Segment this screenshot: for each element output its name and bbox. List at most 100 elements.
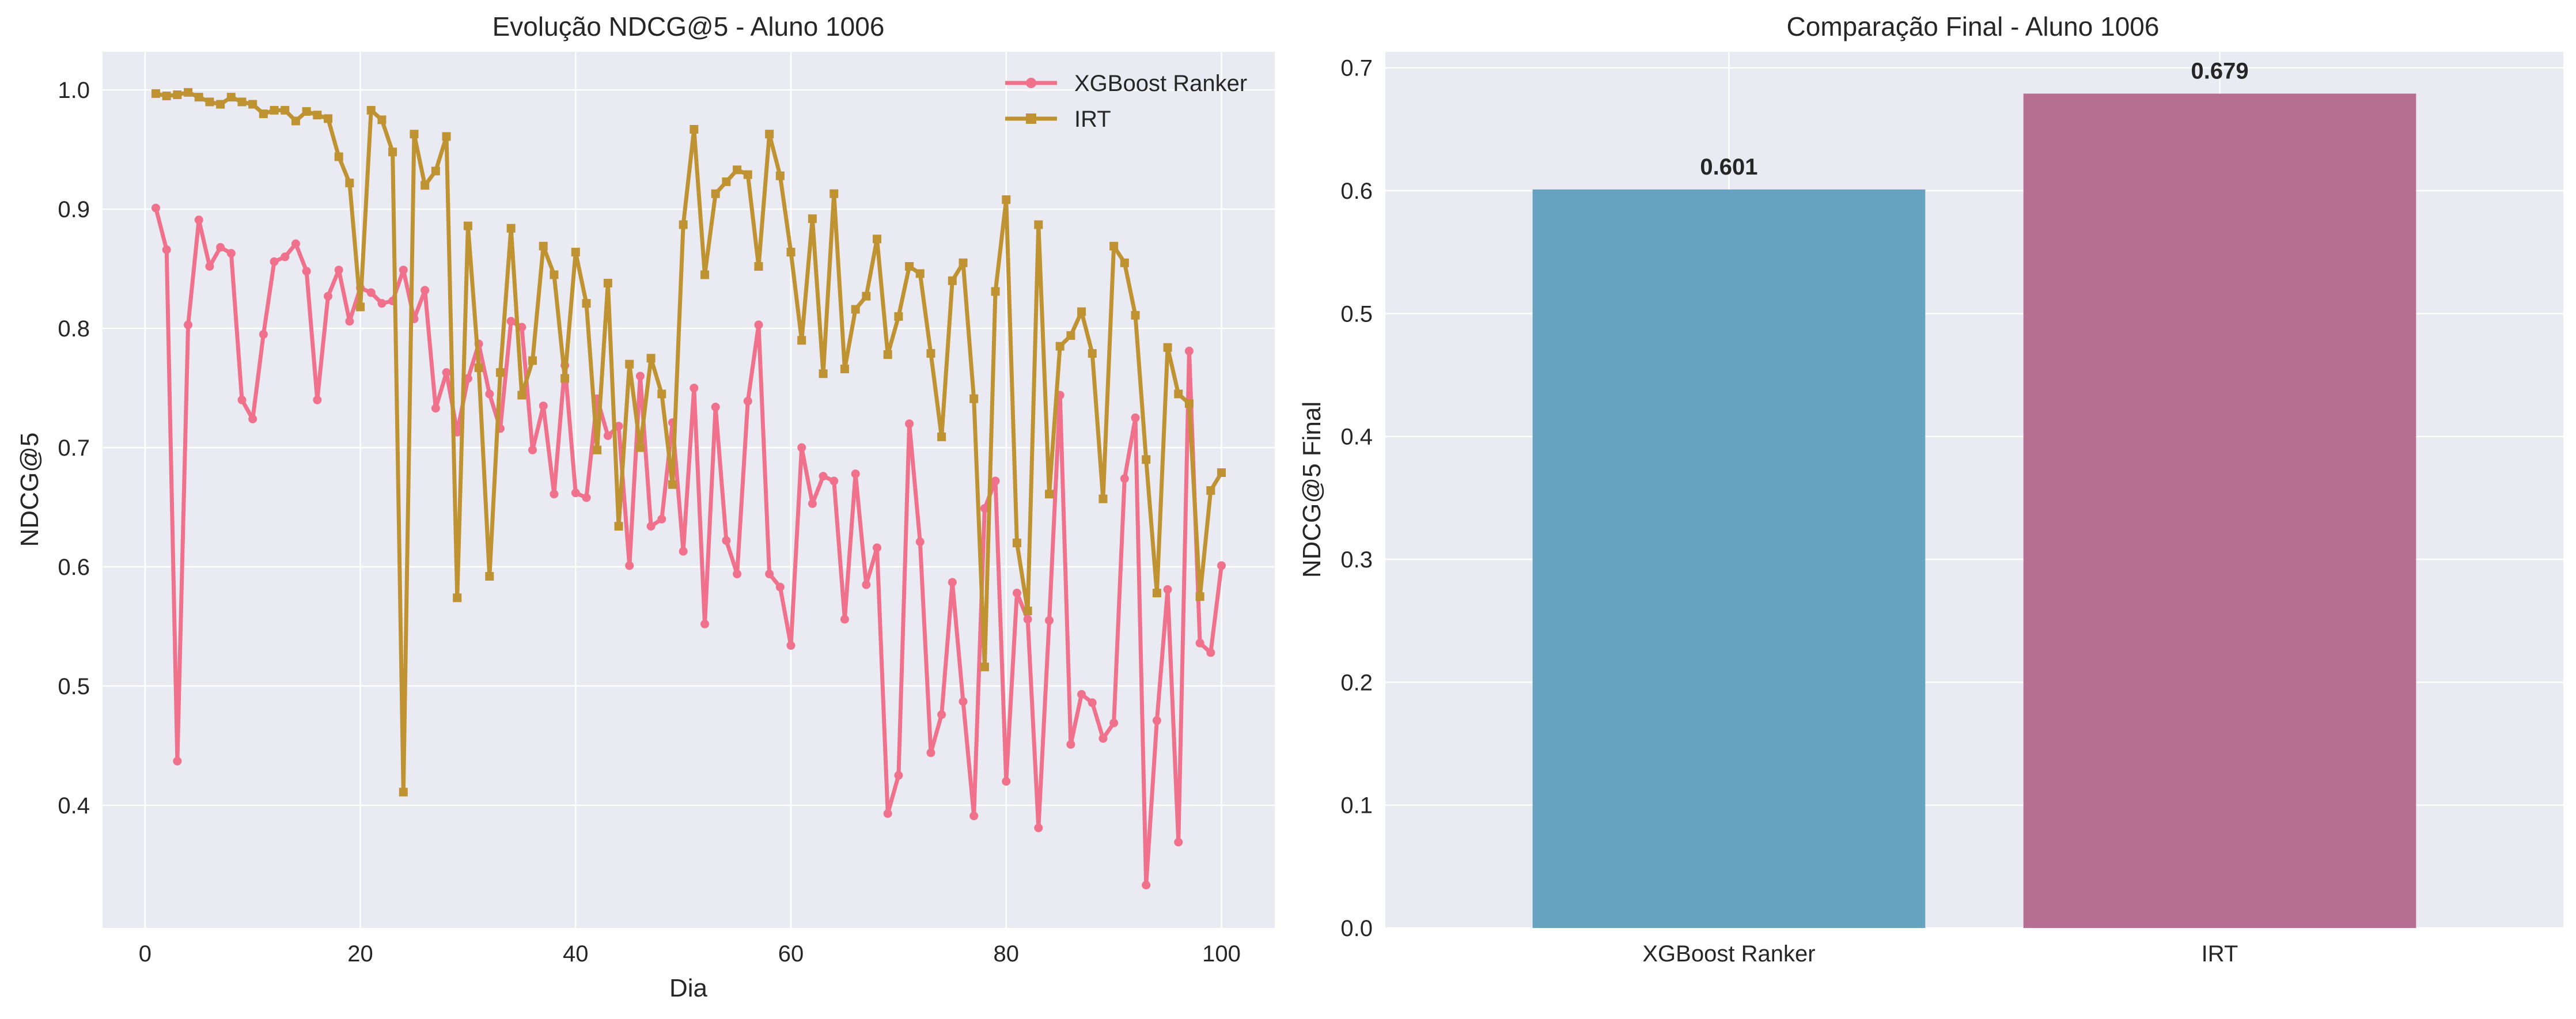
irt-point <box>485 572 494 581</box>
xgboost-point <box>679 547 688 556</box>
xgboost-point <box>1034 823 1043 832</box>
irt-point <box>1098 494 1108 503</box>
line-y-tick-label: 0.7 <box>58 435 90 461</box>
legend-xgboost-marker <box>1026 78 1036 88</box>
xgboost-point <box>431 404 440 413</box>
xgboost-point <box>226 249 236 258</box>
xgboost-point <box>571 488 580 498</box>
irt-point <box>1045 490 1054 499</box>
xgboost-point <box>463 374 472 383</box>
xgboost-point <box>1002 776 1011 786</box>
xgboost-point <box>754 320 763 329</box>
xgboost-point <box>786 641 795 650</box>
xgboost-point <box>506 317 516 326</box>
bar-chart-title: Comparação Final - Aluno 1006 <box>1787 12 2160 41</box>
line-y-tick-label: 0.4 <box>58 793 90 819</box>
irt-point <box>905 262 914 271</box>
irt-point <box>162 92 171 101</box>
line-y-tick-labels: 0.4 0.5 0.6 0.7 0.8 0.9 1.0 <box>58 78 90 819</box>
line-legend: XGBoost Ranker IRT <box>1005 71 1247 132</box>
xgboost-point <box>1077 690 1086 699</box>
bar-y-tick-label: 0.2 <box>1340 670 1373 695</box>
xgboost-point <box>1012 589 1021 598</box>
irt-point <box>603 278 612 287</box>
irt-point <box>959 258 968 267</box>
irt-point <box>1131 310 1140 320</box>
irt-point <box>1012 539 1021 548</box>
bar-y-tick-label: 0.4 <box>1340 425 1373 450</box>
legend-irt-marker <box>1026 113 1036 124</box>
irt-point <box>237 97 247 107</box>
xgboost-point <box>313 395 322 404</box>
bar-value-label: 0.601 <box>1700 154 1757 180</box>
line-y-tick-label: 0.9 <box>58 197 90 222</box>
xgboost-point <box>1088 698 1097 707</box>
irt-point <box>969 394 979 403</box>
irt-point <box>216 100 225 109</box>
irt-point <box>226 93 236 102</box>
irt-point <box>873 234 882 244</box>
irt-point <box>614 522 623 531</box>
xgboost-point <box>517 323 526 332</box>
xgboost-point <box>948 578 957 587</box>
irt-point <box>1055 342 1065 351</box>
irt-point <box>1023 607 1032 616</box>
irt-point <box>657 389 666 399</box>
bar-xgboost <box>1532 189 1926 928</box>
irt-point <box>1174 389 1183 399</box>
irt-point <box>506 224 516 233</box>
line-y-tick-label: 0.6 <box>58 555 90 580</box>
irt-point <box>474 363 483 372</box>
xgboost-point <box>539 401 548 411</box>
xgboost-point <box>1098 734 1108 743</box>
irt-point <box>313 111 322 120</box>
xgboost-point <box>302 267 311 276</box>
xgboost-point <box>829 476 839 486</box>
xgboost-point <box>926 748 935 757</box>
bar-y-tick-label: 0.6 <box>1340 179 1373 204</box>
xgboost-point <box>733 569 742 578</box>
xgboost-point <box>1152 716 1161 725</box>
xgboost-point <box>1131 413 1140 422</box>
irt-point <box>345 179 354 188</box>
xgboost-point <box>657 514 666 524</box>
bar-irt <box>2023 93 2416 928</box>
irt-point <box>1109 241 1119 251</box>
xgboost-point <box>851 469 860 479</box>
line-x-tick-label: 80 <box>994 941 1020 967</box>
xgboost-point <box>894 771 903 780</box>
bar-y-tick-label: 0.7 <box>1340 56 1373 81</box>
irt-point <box>635 443 645 452</box>
legend-xgboost-label: XGBoost Ranker <box>1074 71 1247 96</box>
irt-point <box>248 100 257 109</box>
irt-point <box>593 445 602 454</box>
xgboost-point <box>743 396 752 406</box>
irt-point <box>495 368 505 377</box>
xgboost-point <box>797 443 806 452</box>
irt-point <box>851 305 860 314</box>
line-x-tick-labels: 0 20 40 60 80 100 <box>139 941 1241 967</box>
xgboost-point <box>345 317 354 326</box>
bar-y-tick-labels: 0.0 0.1 0.2 0.3 0.4 0.5 0.6 0.7 <box>1340 56 1373 941</box>
irt-point <box>1142 455 1151 464</box>
bar-chart-panel: 0.0 0.1 0.2 0.3 0.4 0.5 0.6 0.7 0.601 XGBoost Ra… <box>1298 12 2563 967</box>
irt-point <box>184 88 193 97</box>
xgboost-point <box>162 245 171 255</box>
irt-point <box>528 356 537 365</box>
irt-point <box>980 662 989 672</box>
line-x-axis-label: Dia <box>669 974 708 1002</box>
xgboost-point <box>323 291 332 301</box>
irt-point <box>991 287 1000 296</box>
xgboost-point <box>840 615 849 624</box>
irt-point <box>733 165 742 175</box>
xgboost-point <box>205 262 214 271</box>
xgboost-point <box>635 372 645 381</box>
irt-point <box>797 336 806 345</box>
bar-y-tick-label: 0.5 <box>1340 301 1373 327</box>
xgboost-point <box>959 697 968 706</box>
xgboost-point <box>1066 740 1075 749</box>
irt-point <box>915 269 925 278</box>
xgboost-point <box>1206 648 1215 657</box>
line-y-tick-label: 0.8 <box>58 316 90 342</box>
line-chart-panel: 0 20 40 60 80 100 0.4 0.5 0.6 0.7 0.8 0.9 1.0 Evolu… <box>16 12 1275 1002</box>
